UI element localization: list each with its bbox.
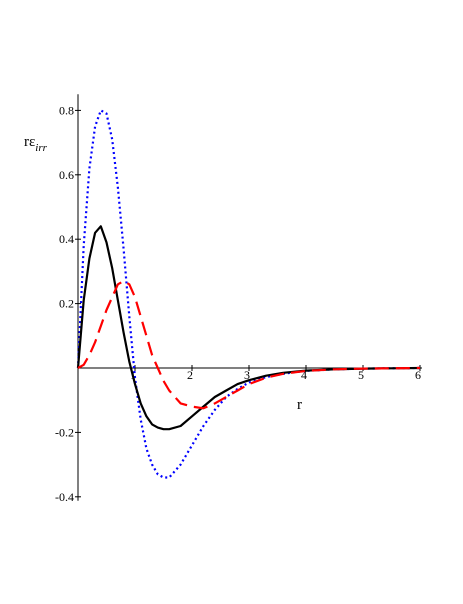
x-tick-label: 4: [301, 368, 307, 382]
series-line-3: [77, 280, 421, 410]
y-axis-label-main: rε: [24, 134, 35, 150]
y-tick-label: 0.4: [59, 232, 74, 246]
y-tick-label: -0.2: [55, 425, 74, 439]
x-axis-label: r: [297, 397, 302, 413]
x-tick-label: 3: [244, 368, 250, 382]
x-tick-label: 6: [415, 368, 421, 382]
ticks: 1 2 3 4 5 60.80.60.40.2-0.2-0.4: [55, 103, 421, 503]
series-line-1: [76, 109, 421, 479]
y-axis-label: rεirr: [24, 134, 48, 154]
axes: [77, 94, 422, 501]
y-tick-label: 0.8: [59, 103, 74, 117]
y-tick-label: 0.6: [59, 168, 74, 182]
series-group: [76, 109, 421, 479]
y-tick-label: -0.4: [55, 490, 74, 504]
x-tick-label: 2: [187, 368, 193, 382]
y-tick-label: 0.2: [59, 297, 74, 311]
y-axis-label-sub: irr: [35, 142, 47, 154]
x-tick-label: 5: [358, 368, 364, 382]
